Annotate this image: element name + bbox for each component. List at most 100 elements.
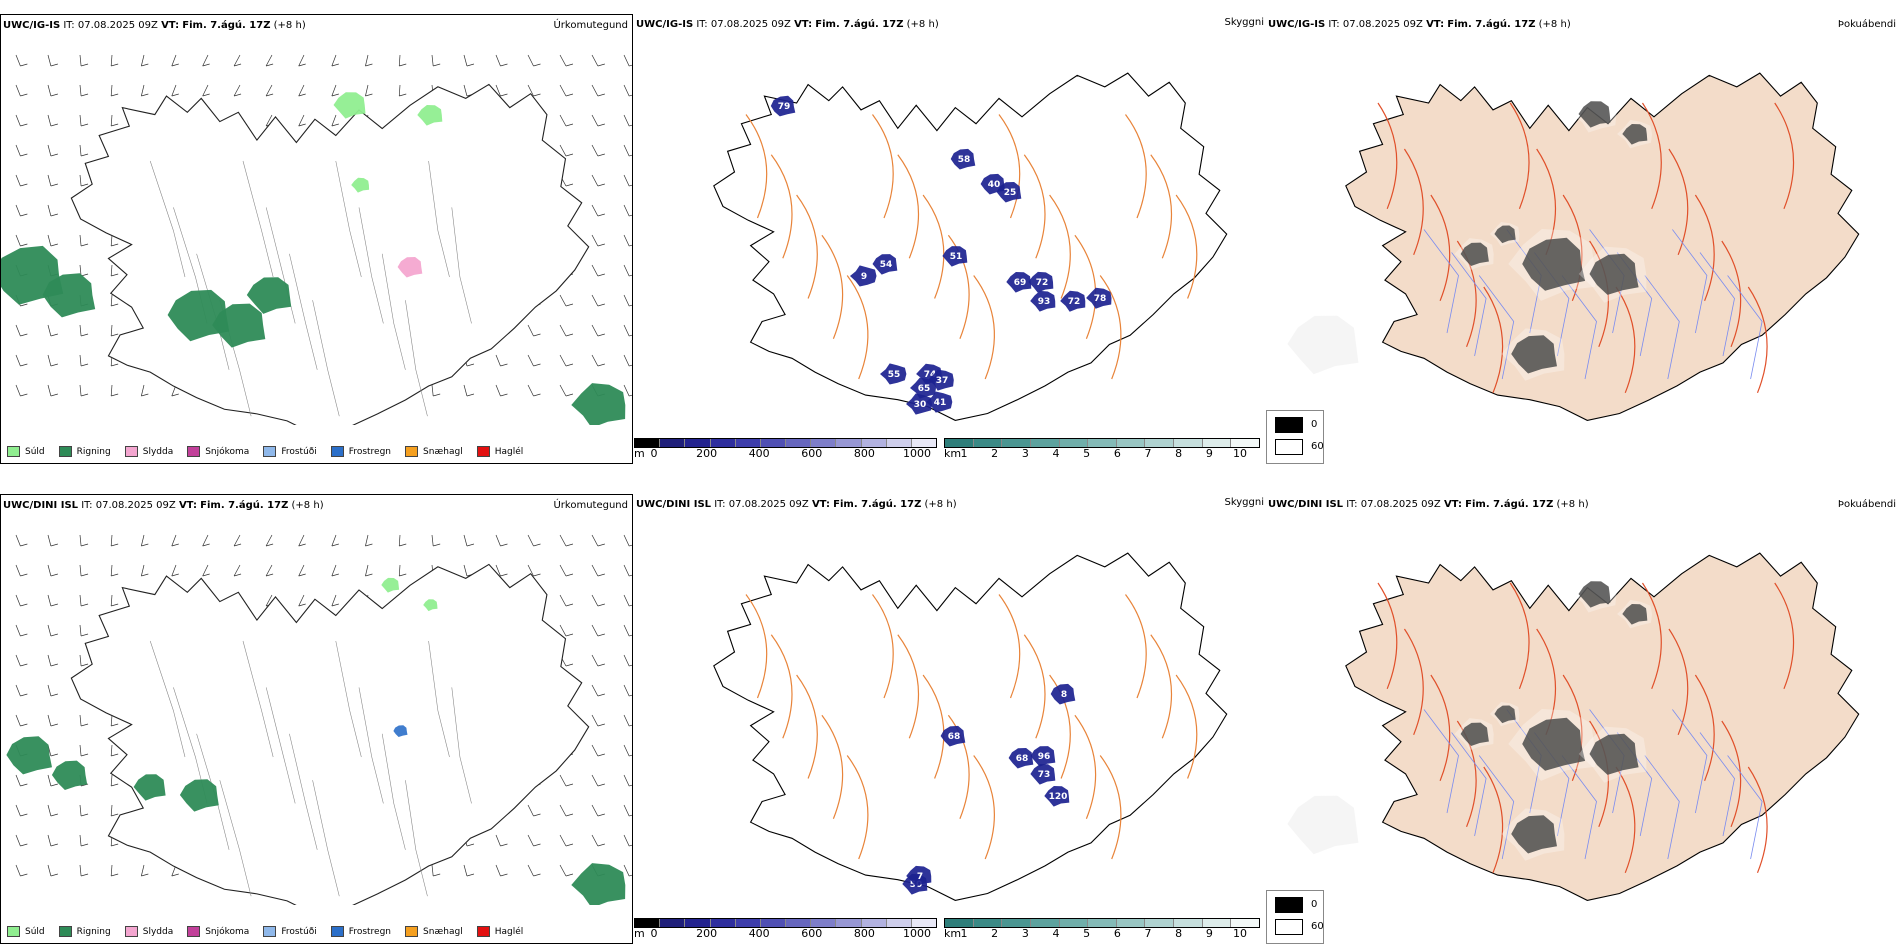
colorbar-segment <box>1116 439 1146 447</box>
cloudbase-title: Skyggni <box>1224 17 1264 28</box>
legend-swatch <box>124 926 138 937</box>
cloud-base-label: 120 <box>1049 792 1068 802</box>
colorbar-tick: 2 <box>991 447 999 460</box>
colorbar-tick: 3 <box>1021 927 1029 940</box>
colorbar-tick: 8 <box>1175 927 1183 940</box>
fog-title: Þokuábendi <box>1837 499 1896 510</box>
fog-legend-label: 60 <box>1311 921 1324 932</box>
cloudbase-ticks: 0 200 400 600 800 1000 <box>634 447 937 461</box>
cloudbase-title: Skyggni <box>1224 497 1264 508</box>
colorbar-segment <box>945 439 974 447</box>
colorbar-tick: 200 <box>696 447 718 460</box>
precip-legend-item: Slydda <box>124 926 173 937</box>
colorbar-segment <box>1088 919 1117 927</box>
fog-header: UWC/DINI ISL IT: 07.08.2025 09Z VT: Fim.… <box>1268 499 1589 510</box>
cloudbase-colorbar <box>634 918 937 928</box>
fog-legend: 0 60 <box>1266 890 1324 944</box>
cloud-base-label: 79 <box>778 102 791 112</box>
colorbar-segment <box>760 439 787 447</box>
legend-label: Snjókoma <box>205 926 250 937</box>
legend-swatch <box>476 926 490 937</box>
colorbar-segment <box>861 439 887 447</box>
cloud-base-label: 73 <box>1038 770 1051 780</box>
colorbar-tick: 8 <box>1175 447 1183 460</box>
cloud-base-label: 78 <box>1094 294 1107 304</box>
precip-legend: Súld Rigning Slydda Snjókoma Frostúði Frostre… <box>7 926 537 937</box>
colorbar-tick: 9 <box>1205 447 1213 460</box>
colorbar-tick: 1000 <box>903 927 931 940</box>
cloud-base-label: 40 <box>988 180 1001 190</box>
cloud-base-label: 72 <box>1036 278 1049 288</box>
precip-map <box>6 534 632 905</box>
colorbar-segment <box>1231 919 1260 927</box>
colorbar-tick: 1000 <box>903 447 931 460</box>
legend-label: Frostúði <box>281 446 317 457</box>
fog-legend-swatch <box>1275 919 1303 935</box>
legend-swatch <box>124 446 138 457</box>
colorbar-segment <box>660 919 686 927</box>
colorbar-tick: 6 <box>1113 927 1121 940</box>
colorbar-segment <box>685 439 711 447</box>
visibility-colorbar <box>944 438 1260 448</box>
legend-label: Haglél <box>494 446 524 457</box>
colorbar-segment <box>635 439 661 447</box>
legend-swatch <box>405 926 419 937</box>
colorbar-segment <box>836 919 862 927</box>
colorbar-tick: 4 <box>1052 447 1060 460</box>
colorbar-segment <box>886 439 912 447</box>
colorbar-segment <box>1059 439 1089 447</box>
fog-panel-top: UWC/IG-IS IT: 07.08.2025 09Z VT: Fim. 7.… <box>1266 14 1900 464</box>
fog-legend-swatch <box>1275 897 1303 913</box>
cloud-base-label: 7 <box>917 872 923 882</box>
precip-title: Úrkomutegund <box>553 20 628 31</box>
cloudbase-unit: m <box>634 927 645 940</box>
precip-legend-item: Haglél <box>476 446 524 457</box>
legend-swatch <box>187 446 201 457</box>
colorbar-segment <box>735 919 761 927</box>
colorbar-tick: 800 <box>853 447 875 460</box>
precip-legend-item: Frostúði <box>263 926 317 937</box>
precip-legend-item: Snjókoma <box>187 926 249 937</box>
cloud-base-label: 51 <box>950 252 963 262</box>
precip-legend-item: Snæhagl <box>405 446 463 457</box>
fog-legend-swatch <box>1275 439 1303 455</box>
colorbar-tick: 5 <box>1083 927 1091 940</box>
visibility-ticks: 1 2 3 4 5 6 7 8 9 10 <box>944 447 1260 461</box>
colorbar-segment <box>660 439 686 447</box>
fog-legend-label: 0 <box>1311 419 1318 430</box>
legend-label: Frostregn <box>348 446 392 457</box>
cloud-base-label: 68 <box>1016 754 1029 764</box>
visibility-ticks: 1 2 3 4 5 6 7 8 9 10 <box>944 927 1260 941</box>
cloudbase-colorbar <box>634 438 937 448</box>
colorbar-segment <box>1145 439 1175 447</box>
colorbar-segment <box>911 439 937 447</box>
fog-panel-bottom: UWC/DINI ISL IT: 07.08.2025 09Z VT: Fim.… <box>1266 494 1900 944</box>
colorbar-tick: 1 <box>960 447 968 460</box>
precip-map <box>1 54 632 425</box>
colorbar-tick: 600 <box>801 447 823 460</box>
cloudbase-map: 868689673120507 <box>713 552 1228 901</box>
colorbar-segment <box>735 439 761 447</box>
colorbar-tick: 9 <box>1205 927 1213 940</box>
colorbar-segment <box>1059 919 1089 927</box>
cloudbase-header: UWC/DINI ISL IT: 07.08.2025 09Z VT: Fim.… <box>636 499 957 510</box>
precip-legend-item: Rigning <box>58 446 111 457</box>
colorbar-segment <box>1202 439 1232 447</box>
visibility-unit: km <box>944 927 962 940</box>
legend-label: Rigning <box>76 446 111 457</box>
cloud-base-label: 54 <box>880 260 893 270</box>
precip-legend-item: Súld <box>7 446 45 457</box>
legend-swatch <box>187 926 201 937</box>
cloudbase-header: UWC/IG-IS IT: 07.08.2025 09Z VT: Fim. 7.… <box>636 19 939 30</box>
cloud-base-label: 65 <box>918 384 931 394</box>
fog-legend-swatch <box>1275 417 1303 433</box>
cloud-base-label: 58 <box>958 155 971 165</box>
precip-header: UWC/DINI ISL IT: 07.08.2025 09Z VT: Fim.… <box>3 500 324 511</box>
precip-legend-item: Snjókoma <box>187 446 249 457</box>
precip-title: Úrkomutegund <box>553 500 628 511</box>
colorbar-segment <box>1231 439 1260 447</box>
cloud-base-label: 9 <box>861 272 867 282</box>
cloudbase-panel-bottom: UWC/DINI ISL IT: 07.08.2025 09Z VT: Fim.… <box>634 494 1264 944</box>
colorbar-segment <box>710 439 736 447</box>
fog-header: UWC/IG-IS IT: 07.08.2025 09Z VT: Fim. 7.… <box>1268 19 1571 30</box>
